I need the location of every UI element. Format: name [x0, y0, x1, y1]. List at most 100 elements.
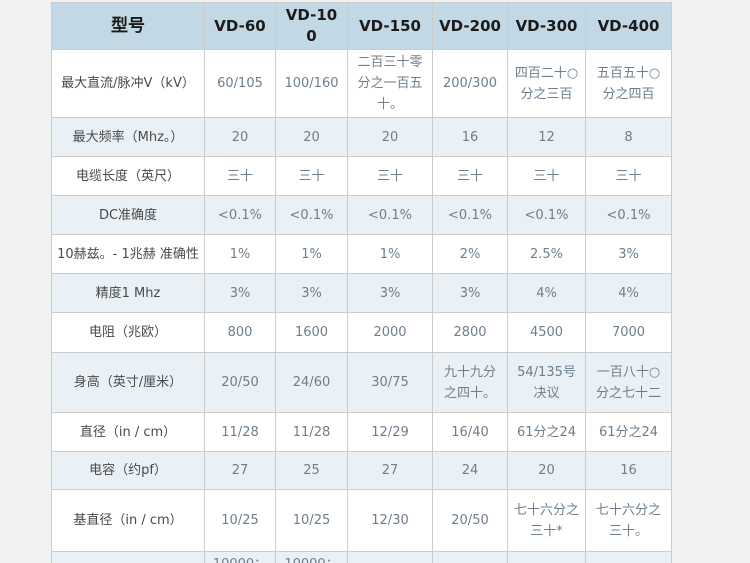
- spec-label-cell: 标准分频比: [51, 551, 205, 563]
- spec-value-cell: <0.1%: [585, 195, 672, 235]
- spec-value-cell: 20/50: [432, 489, 508, 552]
- spec-value-cell: 4%: [585, 273, 672, 313]
- spec-value-cell: 61分之24: [507, 412, 586, 452]
- spec-label-cell: 最大频率（Mhz。）: [51, 117, 205, 157]
- spec-value-cell: 三十: [432, 156, 508, 196]
- spec-value-cell: 200/300: [432, 49, 508, 118]
- spec-label-cell: 电阻（兆欧）: [51, 312, 205, 353]
- spec-value-cell: 2800: [432, 312, 508, 353]
- spec-value-cell: 2.5%: [507, 234, 586, 274]
- header-column-vd-200: VD-200: [432, 2, 508, 50]
- spec-value-cell: 三十: [507, 156, 586, 196]
- spec-value-cell: 1%: [275, 234, 348, 274]
- spec-value-cell: 24: [432, 451, 508, 490]
- spec-value-cell: 100/160: [275, 49, 348, 118]
- table-row: 最大频率（Mhz。） 20 20 20 16 12 8: [51, 117, 672, 157]
- spec-value-cell: 五百五十○分之四百: [585, 49, 672, 118]
- header-column-vd-100: VD-100: [275, 2, 348, 50]
- spec-value-cell: 3%: [347, 273, 433, 313]
- spec-value-cell: 10000：1: [507, 551, 586, 563]
- table-row: 电容（约pf） 27 25 27 24 20 16: [51, 451, 672, 490]
- table-row: 电缆长度（英尺） 三十 三十 三十 三十 三十 三十: [51, 156, 672, 196]
- spec-value-cell: 8: [585, 117, 672, 157]
- spec-label-cell: 10赫兹。- 1兆赫 准确性: [51, 234, 205, 274]
- spec-value-cell: <0.1%: [507, 195, 586, 235]
- spec-value-cell: 12: [507, 117, 586, 157]
- spec-value-cell: 800: [204, 312, 276, 353]
- spec-value-cell: 2%: [432, 234, 508, 274]
- spec-value-cell: 54/135号决议: [507, 352, 586, 413]
- spec-value-cell: 20: [275, 117, 348, 157]
- header-column-vd-150: VD-150: [347, 2, 433, 50]
- spec-value-cell: 12/30: [347, 489, 433, 552]
- spec-value-cell: 16/40: [432, 412, 508, 452]
- table-row: 电阻（兆欧） 800 1600 2000 2800 4500 7000: [51, 312, 672, 353]
- spec-value-cell: 4%: [507, 273, 586, 313]
- spec-value-cell: 27: [347, 451, 433, 490]
- spec-value-cell: 10000：1: [347, 551, 433, 563]
- spec-value-cell: 16: [432, 117, 508, 157]
- header-column-vd-60: VD-60: [204, 2, 276, 50]
- table-row: 精度1 Mhz 3% 3% 3% 3% 4% 4%: [51, 273, 672, 313]
- spec-value-cell: 10000：1: [432, 551, 508, 563]
- spec-value-cell: 三十: [275, 156, 348, 196]
- table-body: 最大直流/脉冲V（kV） 60/105 100/160 二百三十零分之一百五十。 200…: [51, 49, 672, 563]
- spec-value-cell: 二百三十零分之一百五十。: [347, 49, 433, 118]
- spec-value-cell: 3%: [585, 234, 672, 274]
- header-column-vd-300: VD-300: [507, 2, 586, 50]
- spec-value-cell: 1600: [275, 312, 348, 353]
- spec-value-cell: 60/105: [204, 49, 276, 118]
- spec-value-cell: 10/25: [275, 489, 348, 552]
- spec-value-cell: 10000：1: [585, 551, 672, 563]
- table-head: 型号 VD-60 VD-100 VD-150 VD-200 VD-300 VD-400: [51, 2, 672, 50]
- spec-value-cell: 11/28: [275, 412, 348, 452]
- spec-value-cell: 1%: [204, 234, 276, 274]
- spec-label-cell: 基直径（in / cm）: [51, 489, 205, 552]
- spec-value-cell: 1%: [347, 234, 433, 274]
- spec-value-cell: 20: [204, 117, 276, 157]
- spec-value-cell: 九十九分之四十。: [432, 352, 508, 413]
- spec-value-cell: 12/29: [347, 412, 433, 452]
- spec-value-cell: <0.1%: [432, 195, 508, 235]
- specs-table: 型号 VD-60 VD-100 VD-150 VD-200 VD-300 VD-400 最大…: [51, 2, 672, 563]
- header-model-label: 型号: [51, 2, 205, 50]
- spec-label-cell: DC准确度: [51, 195, 205, 235]
- spec-label-cell: 精度1 Mhz: [51, 273, 205, 313]
- spec-value-cell: <0.1%: [275, 195, 348, 235]
- spec-value-cell: 三十: [585, 156, 672, 196]
- spec-value-cell: 20/50: [204, 352, 276, 413]
- spec-value-cell: 20: [507, 451, 586, 490]
- spec-value-cell: 10000：1: [275, 551, 348, 563]
- spec-value-cell: 4500: [507, 312, 586, 353]
- table-row: 直径（in / cm） 11/28 11/28 12/29 16/40 61分之24 61分…: [51, 412, 672, 452]
- header-column-vd-400: VD-400: [585, 2, 672, 50]
- table-row: 基直径（in / cm） 10/25 10/25 12/30 20/50 七十六分之三十*…: [51, 489, 672, 552]
- spec-value-cell: <0.1%: [204, 195, 276, 235]
- spec-value-cell: 七十六分之三十*: [507, 489, 586, 552]
- table-row: 身高（英寸/厘米） 20/50 24/60 30/75 九十九分之四十。 54/135号决…: [51, 352, 672, 413]
- spec-value-cell: 2000: [347, 312, 433, 353]
- table-row: 10赫兹。- 1兆赫 准确性 1% 1% 1% 2% 2.5% 3%: [51, 234, 672, 274]
- spec-value-cell: 10/25: [204, 489, 276, 552]
- spec-value-cell: 三十: [347, 156, 433, 196]
- spec-value-cell: 7000: [585, 312, 672, 353]
- spec-value-cell: 3%: [432, 273, 508, 313]
- spec-value-cell: 27: [204, 451, 276, 490]
- spec-value-cell: 61分之24: [585, 412, 672, 452]
- spec-label-cell: 电缆长度（英尺）: [51, 156, 205, 196]
- spec-value-cell: 16: [585, 451, 672, 490]
- spec-value-cell: 四百二十○分之三百: [507, 49, 586, 118]
- spec-label-cell: 直径（in / cm）: [51, 412, 205, 452]
- table-row: 标准分频比10000：110000：110000：110000：110000：1…: [51, 551, 672, 563]
- spec-label-cell: 电容（约pf）: [51, 451, 205, 490]
- spec-value-cell: 七十六分之三十。: [585, 489, 672, 552]
- spec-value-cell: 10000：1: [204, 551, 276, 563]
- spec-value-cell: 30/75: [347, 352, 433, 413]
- spec-value-cell: 24/60: [275, 352, 348, 413]
- table-row: DC准确度 <0.1% <0.1% <0.1% <0.1% <0.1% <0.1%: [51, 195, 672, 235]
- spec-value-cell: 3%: [204, 273, 276, 313]
- table-row: 最大直流/脉冲V（kV） 60/105 100/160 二百三十零分之一百五十。 200…: [51, 49, 672, 118]
- spec-value-cell: 20: [347, 117, 433, 157]
- spec-value-cell: 11/28: [204, 412, 276, 452]
